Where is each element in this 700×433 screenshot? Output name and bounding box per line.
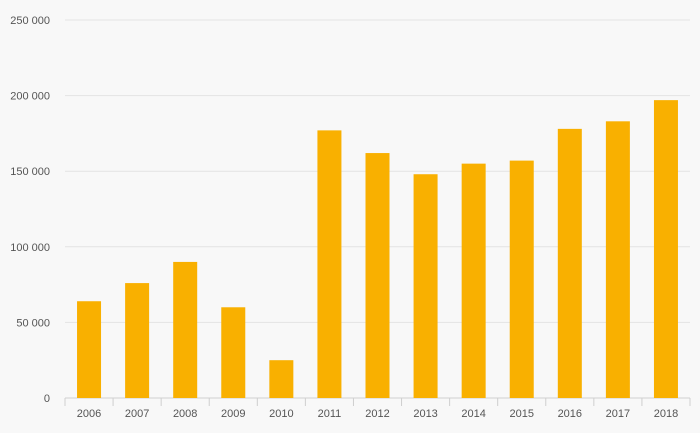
bar-2014[interactable] [461, 163, 486, 398]
x-tick-label: 2007 [125, 408, 149, 420]
x-tick-label: 2018 [654, 408, 678, 420]
bar-2017[interactable] [605, 121, 630, 398]
x-tick-label: 2017 [606, 408, 630, 420]
bar-2007[interactable] [125, 283, 150, 398]
bar-2016[interactable] [557, 128, 582, 398]
bar-2006[interactable] [77, 301, 102, 398]
x-tick-label: 2009 [221, 408, 245, 420]
x-tick-label: 2014 [461, 408, 485, 420]
y-tick-label: 200 000 [10, 91, 50, 103]
bar-2008[interactable] [173, 261, 198, 398]
x-tick-label: 2015 [509, 408, 533, 420]
y-tick-label: 150 000 [10, 166, 50, 178]
bar-2009[interactable] [221, 307, 246, 398]
bar-2018[interactable] [653, 100, 678, 399]
bar-2012[interactable] [365, 153, 390, 398]
x-tick-label: 2012 [365, 408, 389, 420]
y-tick-label: 50 000 [16, 317, 50, 329]
y-tick-label: 100 000 [10, 242, 50, 254]
y-tick-label: 250 000 [10, 15, 50, 27]
x-tick-label: 2016 [558, 408, 582, 420]
bar-2010[interactable] [269, 360, 294, 398]
x-tick-label: 2011 [318, 408, 342, 420]
x-tick-label: 2008 [173, 408, 197, 420]
bar-2011[interactable] [317, 130, 342, 398]
bar-2013[interactable] [413, 174, 438, 398]
x-tick-label: 2010 [269, 408, 293, 420]
x-tick-label: 2013 [413, 408, 437, 420]
x-tick-label: 2006 [77, 408, 101, 420]
y-tick-label: 0 [44, 393, 50, 405]
bar-2015[interactable] [509, 160, 534, 398]
